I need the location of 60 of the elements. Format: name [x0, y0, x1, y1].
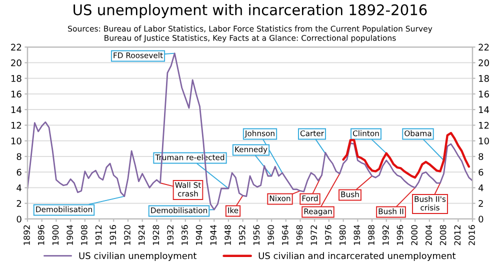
y2-tick-label: 20 [478, 59, 489, 66]
x-tick-label: 1920 [124, 225, 130, 245]
y-tick-label: 12 [11, 122, 22, 129]
chart-title: US unemployment with incarceration 1892-2016 [74, 4, 427, 18]
x-tick-label: 2016 [468, 225, 475, 246]
x-tick-label: 1988 [368, 225, 374, 245]
x-tick-label: 1964 [282, 224, 288, 245]
x-tick-label: 1916 [110, 225, 116, 245]
x-tick-label: 1952 [238, 225, 246, 245]
x-tick-label: 1912 [95, 225, 102, 245]
x-tick-label: 2012 [454, 225, 461, 246]
y2-tick-label: 16 [479, 90, 489, 98]
y-tick-label: 20 [11, 59, 22, 66]
x-tick-label: 1904 [66, 224, 73, 245]
y-tick-label: 2 [16, 200, 22, 207]
x-tick-label: 1984 [354, 224, 360, 245]
x-tick-label: 1992 [382, 225, 389, 245]
x-tick-label: 1908 [81, 225, 88, 245]
x-tick-label: 1900 [52, 225, 59, 245]
x-tick-label: 1896 [38, 225, 44, 245]
legend-label: US civilian unemployment [79, 252, 196, 261]
x-tick-label: 1932 [167, 225, 174, 245]
x-tick-label: 2000 [411, 225, 418, 246]
x-tick-label: 1924 [138, 224, 145, 245]
y-tick-label: 22 [11, 44, 22, 51]
y-tick-label: 10 [11, 138, 22, 144]
x-tick-label: 1944 [210, 224, 217, 245]
x-tick-label: 1928 [152, 225, 160, 245]
y2-tick-label: 2 [478, 200, 483, 207]
y-tick-label: 4 [16, 184, 22, 192]
y2-tick-label: 18 [479, 75, 489, 82]
x-tick-label: 1892 [24, 225, 30, 245]
x-tick-label: 1968 [296, 225, 303, 245]
y-tick-label: 6 [16, 168, 22, 176]
y-tick-label: 0 [16, 216, 22, 223]
x-tick-label: 1976 [325, 225, 332, 245]
y-tick-label: 8 [16, 153, 22, 160]
x-tick-label: 1980 [339, 225, 346, 245]
y2-tick-label: 22 [478, 44, 489, 51]
y-tick-label: 14 [11, 106, 22, 114]
y2-tick-label: 10 [479, 138, 489, 144]
x-tick-label: 1940 [196, 225, 202, 245]
x-tick-label: 2004 [426, 224, 432, 246]
x-tick-label: 1948 [224, 225, 231, 245]
y-tick-label: 16 [11, 90, 22, 98]
legend-label: US civilian and incarcerated unemployment [258, 252, 456, 261]
line-series [342, 132, 470, 179]
y2-tick-label: 8 [478, 153, 484, 160]
x-tick-label: 1936 [182, 225, 188, 245]
y2-tick-label: 12 [479, 122, 489, 129]
x-tick-label: 1996 [396, 225, 404, 245]
y2-tick-label: 6 [478, 168, 484, 176]
x-tick-label: 1956 [253, 225, 260, 245]
y2-tick-label: 4 [478, 184, 484, 192]
y-tick-label: 18 [11, 75, 22, 82]
x-tick-label: 1972 [310, 225, 318, 245]
x-tick-label: 1960 [268, 225, 274, 245]
x-tick-label: 2008 [440, 225, 446, 246]
y2-tick-label: 14 [479, 106, 490, 114]
y2-tick-label: 0 [478, 216, 484, 223]
